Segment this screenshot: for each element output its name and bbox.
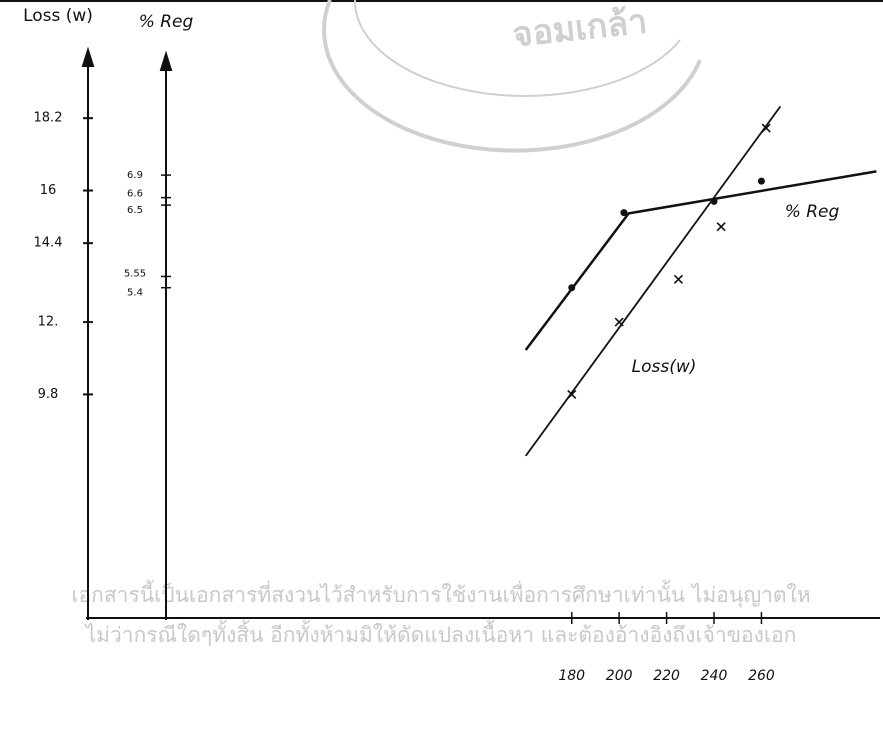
- x-tick-label: 180: [558, 668, 585, 684]
- chart: จอมเกล้า เอกสารนี้เป็นเอกสารที่สงวนไว้สำ…: [0, 0, 883, 738]
- y2-tick-label: 6.9: [127, 170, 143, 181]
- y-tick-label: 18.2: [34, 111, 63, 126]
- x-tick-label: 260: [748, 668, 775, 684]
- y2-tick-label: 6.6: [127, 189, 143, 200]
- dot-marker: [620, 209, 627, 216]
- y-tick-label: 16: [40, 183, 57, 198]
- y2-axis-label: % Reg: [139, 12, 194, 32]
- y-tick-label: 12.: [38, 315, 59, 330]
- series-label: Loss(w): [632, 357, 697, 377]
- watermark-text: ไม่ว่ากรณีใดๆทั้งสิ้น อีกทั้งห้ามมิให้ดั…: [84, 620, 797, 647]
- y2-tick-label: 6.5: [127, 205, 143, 216]
- watermark-text: เอกสารนี้เป็นเอกสารที่สงวนไว้สำหรับการใช…: [71, 580, 810, 608]
- y2-tick-label: 5.55: [124, 268, 146, 279]
- x-tick-label: 240: [701, 668, 728, 684]
- y2-tick-label: 5.4: [127, 288, 143, 299]
- y-tick-label: 9.8: [38, 387, 59, 402]
- y-tick-label: 14.4: [34, 236, 63, 251]
- dot-marker: [711, 198, 718, 205]
- dot-marker: [568, 284, 575, 291]
- dot-marker: [758, 178, 765, 185]
- y-axis-label: Loss (w): [23, 6, 93, 26]
- x-tick-label: 200: [606, 668, 633, 684]
- x-tick-label: 220: [653, 668, 680, 684]
- series-label: % Reg: [785, 202, 840, 222]
